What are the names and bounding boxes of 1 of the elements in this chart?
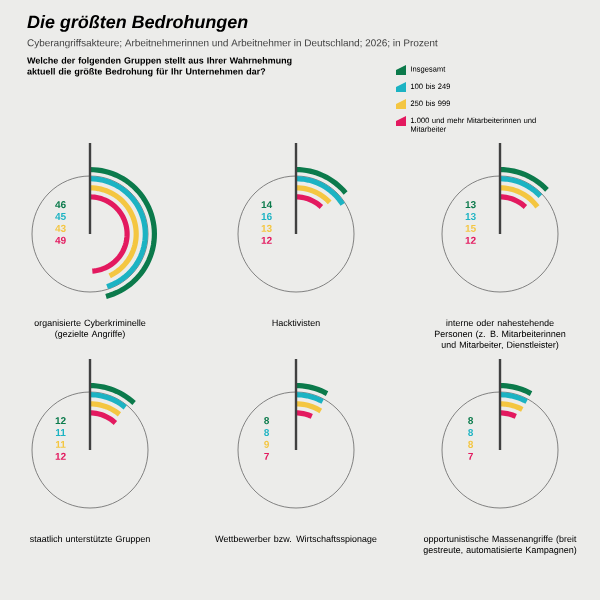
text: Die größten Bedrohungen	[27, 15, 248, 32]
